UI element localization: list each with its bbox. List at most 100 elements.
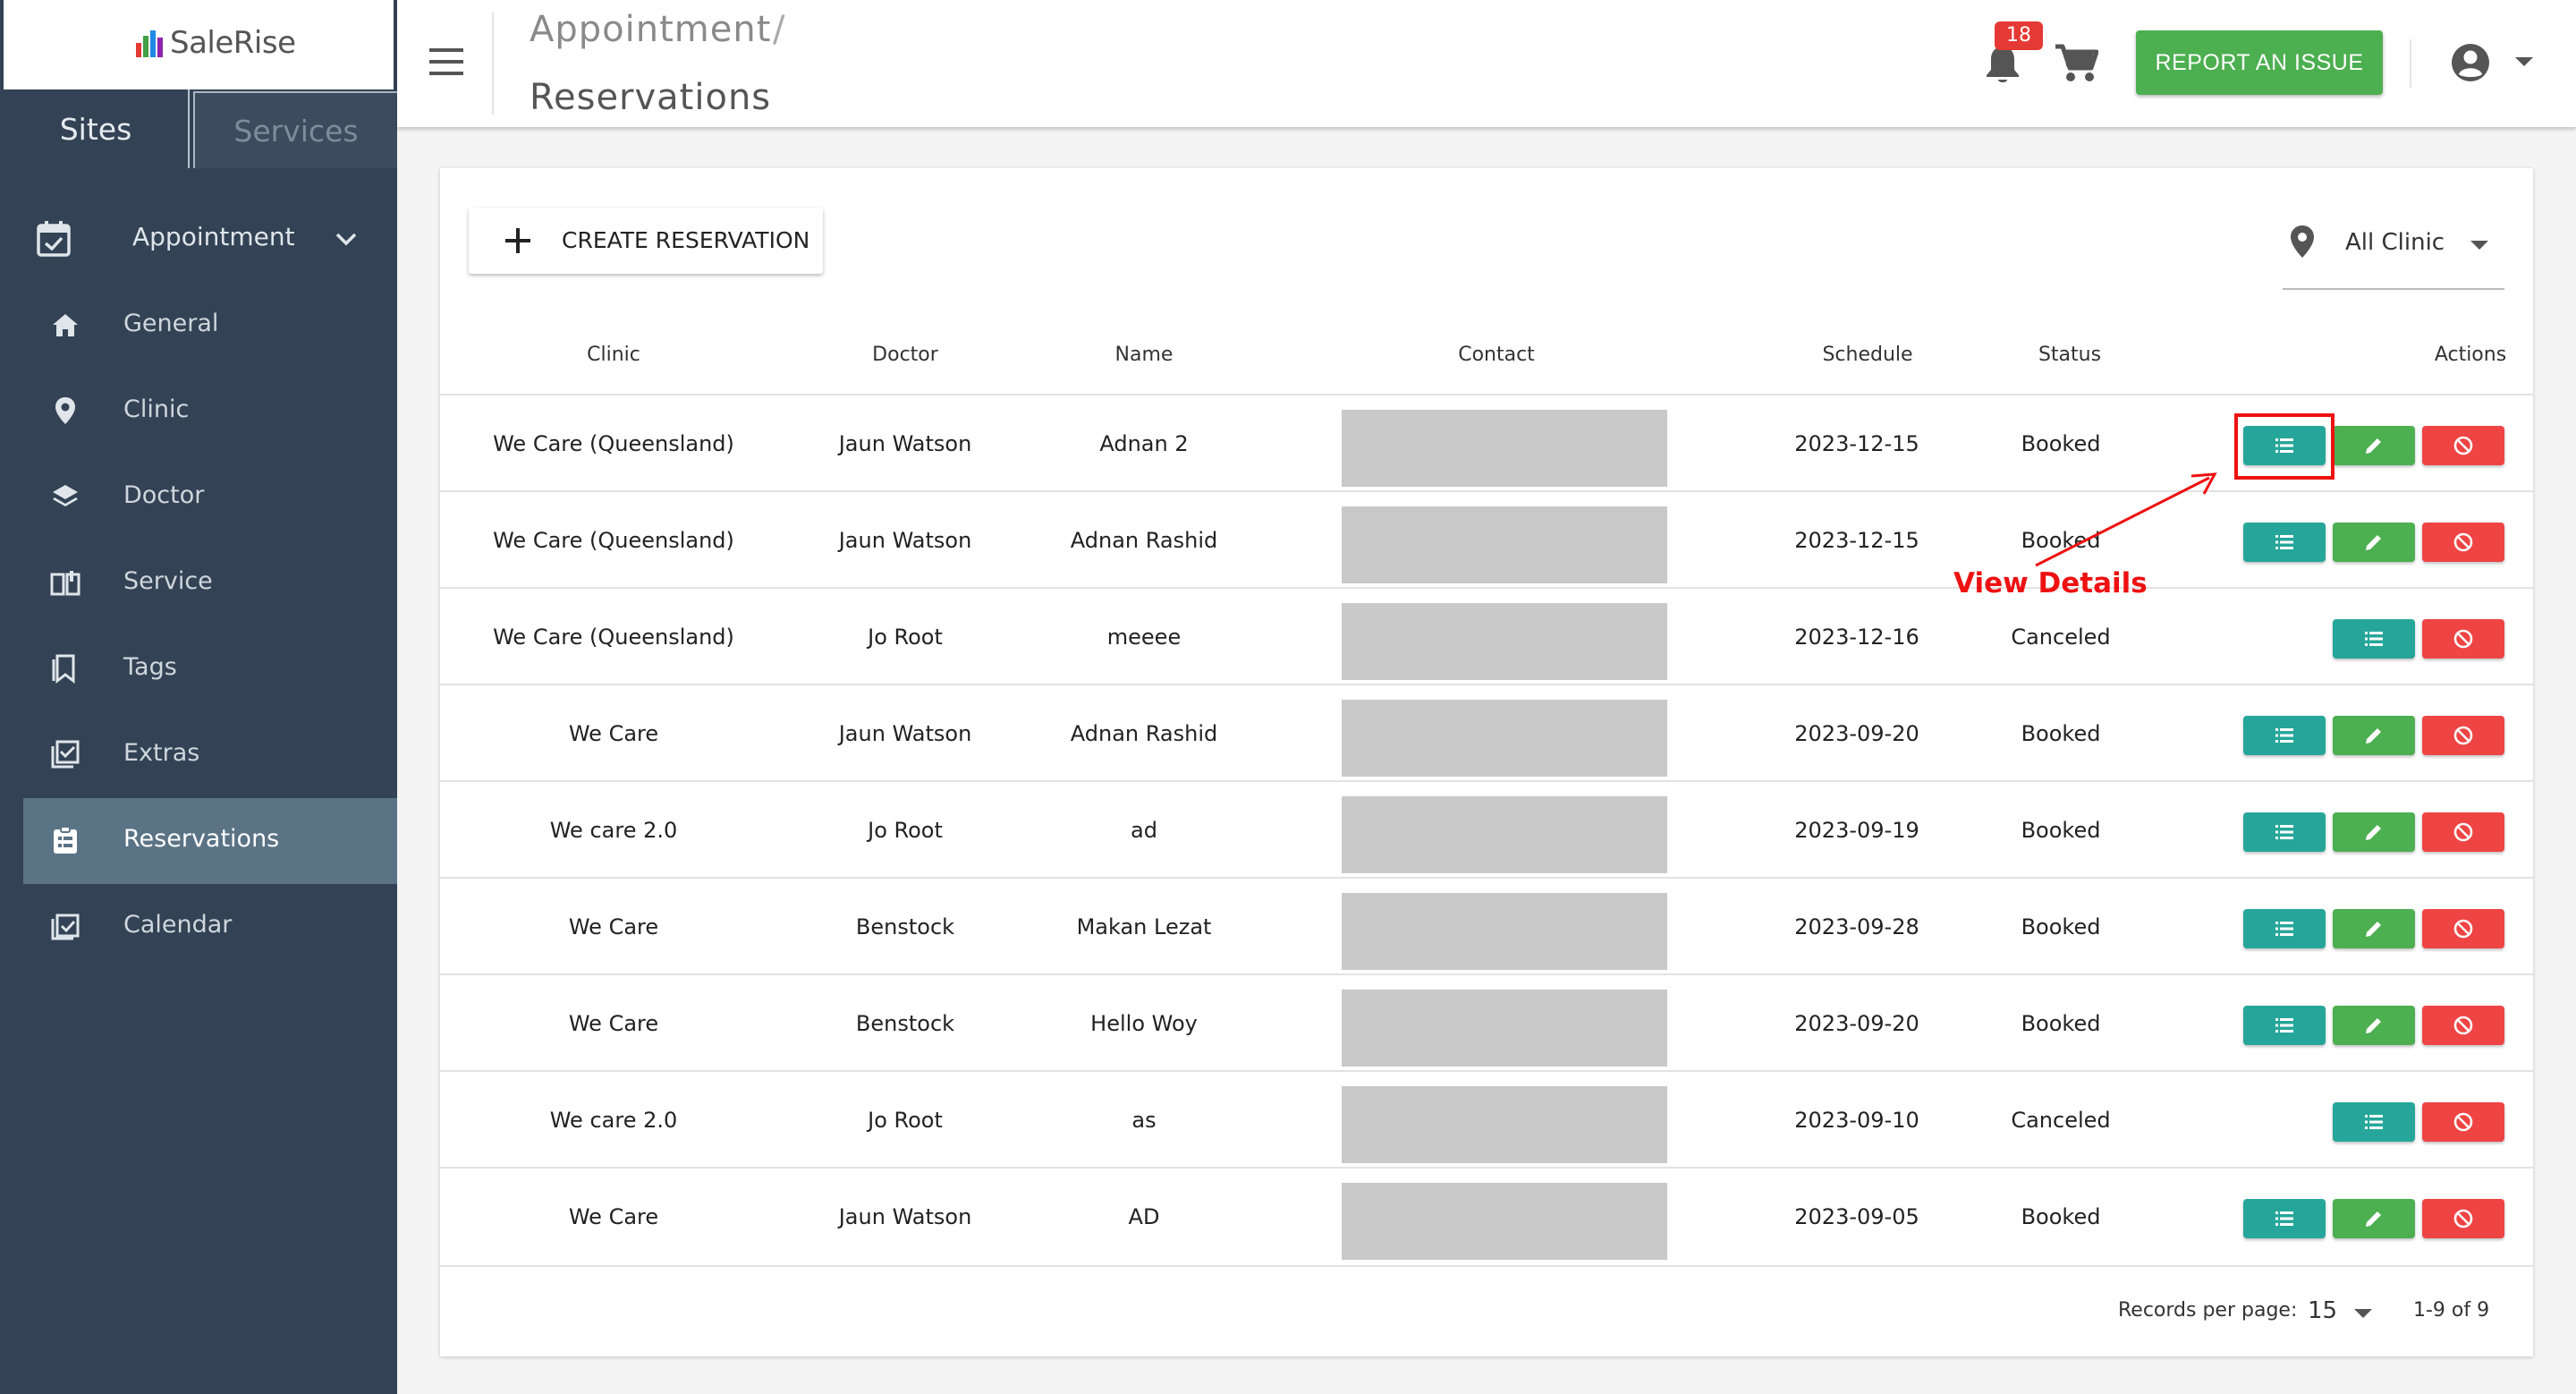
column-header-doctor[interactable]: Doctor: [872, 344, 938, 366]
table-row: We Care (Queensland) Jaun Watson Adnan Ras…: [440, 490, 2533, 587]
view-details-button[interactable]: [2243, 523, 2326, 562]
contact-redacted-block: [1342, 893, 1667, 970]
sidebar-item-clinic[interactable]: Clinic: [23, 369, 397, 455]
account-circle-icon[interactable]: [2451, 43, 2490, 82]
block-icon: [2453, 919, 2473, 939]
shopping-cart-icon[interactable]: [2054, 43, 2098, 84]
column-header-clinic[interactable]: Clinic: [587, 344, 640, 366]
cell-clinic: We Care (Queensland): [493, 625, 734, 650]
cell-schedule: 2023-12-15: [1794, 431, 1919, 456]
cell-clinic: We Care: [568, 1011, 659, 1036]
edit-reservation-button[interactable]: [2333, 812, 2415, 852]
sidebar-item-doctor[interactable]: Doctor: [23, 455, 397, 540]
tab-sites[interactable]: Sites: [4, 89, 190, 168]
cell-schedule: 2023-09-05: [1794, 1204, 1919, 1229]
sidebar-item-label: Doctor: [123, 481, 205, 509]
list-icon: [2275, 825, 2293, 839]
pencil-icon: [2366, 535, 2381, 550]
annotation-label: View Details: [1953, 567, 2148, 599]
cell-status: Canceled: [2011, 625, 2111, 650]
edit-reservation-button[interactable]: [2333, 909, 2415, 948]
clipboard-icon: [54, 826, 77, 854]
view-details-button[interactable]: [2243, 812, 2326, 852]
view-details-button[interactable]: [2243, 1006, 2326, 1045]
edit-reservation-button[interactable]: [2333, 426, 2415, 465]
sidebar-item-label: Reservations: [123, 825, 280, 853]
clinic-filter-select[interactable]: All Clinic: [2283, 208, 2504, 290]
view-details-button[interactable]: [2243, 1199, 2326, 1238]
pencil-icon: [2366, 438, 2381, 454]
create-reservation-button[interactable]: CREATE RESERVATION: [469, 208, 823, 274]
caret-down-icon[interactable]: [2354, 1308, 2372, 1319]
edit-reservation-button[interactable]: [2333, 523, 2415, 562]
view-details-button[interactable]: [2333, 619, 2415, 659]
sidebar-item-service[interactable]: Service: [23, 540, 397, 626]
caret-down-icon[interactable]: [2515, 55, 2533, 68]
edit-reservation-button[interactable]: [2333, 1199, 2415, 1238]
cancel-reservation-button[interactable]: [2422, 619, 2504, 659]
sidebar-item-general[interactable]: General: [23, 283, 397, 369]
cancel-reservation-button[interactable]: [2422, 523, 2504, 562]
contact-redacted-block: [1342, 603, 1667, 680]
notification-count-badge: 18: [1995, 21, 2043, 50]
contact-redacted-block: [1342, 796, 1667, 873]
view-details-button[interactable]: [2243, 909, 2326, 948]
column-header-schedule[interactable]: Schedule: [1822, 344, 1913, 366]
hamburger-menu-icon[interactable]: [429, 48, 465, 77]
bookmark-icon: [52, 654, 75, 684]
cell-doctor: Jaun Watson: [838, 431, 972, 456]
cancel-reservation-button[interactable]: [2422, 909, 2504, 948]
breadcrumb-appointment[interactable]: Appointment: [530, 9, 772, 50]
view-details-button[interactable]: [2243, 426, 2326, 465]
view-details-button[interactable]: [2333, 1102, 2415, 1142]
cell-name: Adnan Rashid: [1070, 528, 1218, 553]
cell-name: Hello Woy: [1090, 1011, 1198, 1036]
cancel-reservation-button[interactable]: [2422, 426, 2504, 465]
column-header-status[interactable]: Status: [2038, 344, 2102, 366]
pencil-icon: [2366, 1211, 2381, 1227]
header-divider: [492, 13, 494, 115]
cell-clinic: We care 2.0: [549, 818, 678, 843]
reservations-card: CREATE RESERVATION All Clinic Clinic Doc…: [440, 168, 2533, 1356]
menu-group-appointment[interactable]: Appointment: [0, 199, 397, 279]
header-divider: [2410, 39, 2411, 88]
sidebar: SaleRise Sites Services Appointment Gene…: [0, 0, 397, 1394]
checklist-icon: [51, 740, 80, 769]
cancel-reservation-button[interactable]: [2422, 1199, 2504, 1238]
location-pin-icon: [2291, 225, 2314, 258]
block-icon: [2453, 822, 2473, 842]
contact-redacted-block: [1342, 700, 1667, 777]
cell-schedule: 2023-09-10: [1794, 1108, 1919, 1133]
cell-schedule: 2023-09-20: [1794, 721, 1919, 746]
records-per-page-select[interactable]: 15: [2308, 1297, 2338, 1324]
cell-schedule: 2023-09-28: [1794, 914, 1919, 939]
tab-services[interactable]: Services: [193, 91, 397, 168]
report-issue-button[interactable]: REPORT AN ISSUE: [2136, 30, 2383, 95]
notification-bell-icon[interactable]: [1982, 43, 2023, 86]
list-icon: [2275, 535, 2293, 549]
edit-reservation-button[interactable]: [2333, 716, 2415, 755]
block-icon: [2453, 726, 2473, 745]
cancel-reservation-button[interactable]: [2422, 1102, 2504, 1142]
pencil-icon: [2366, 922, 2381, 937]
cancel-reservation-button[interactable]: [2422, 716, 2504, 755]
layers-icon: [53, 485, 78, 506]
cancel-reservation-button[interactable]: [2422, 1006, 2504, 1045]
cell-name: Makan Lezat: [1076, 914, 1212, 939]
sidebar-item-extras[interactable]: Extras: [23, 712, 397, 798]
view-details-button[interactable]: [2243, 716, 2326, 755]
block-icon: [2453, 1209, 2473, 1228]
sidebar-item-label: General: [123, 310, 219, 337]
list-icon: [2275, 1018, 2293, 1033]
cell-doctor: Jo Root: [868, 625, 943, 650]
column-header-contact[interactable]: Contact: [1458, 344, 1535, 366]
cancel-reservation-button[interactable]: [2422, 812, 2504, 852]
logo[interactable]: SaleRise: [4, 0, 394, 89]
cell-schedule: 2023-12-16: [1794, 625, 1919, 650]
edit-reservation-button[interactable]: [2333, 1006, 2415, 1045]
cell-doctor: Jaun Watson: [838, 528, 972, 553]
sidebar-item-tags[interactable]: Tags: [23, 626, 397, 712]
sidebar-item-reservations[interactable]: Reservations: [23, 798, 397, 884]
column-header-name[interactable]: Name: [1114, 344, 1174, 366]
sidebar-item-calendar[interactable]: Calendar: [23, 884, 397, 970]
